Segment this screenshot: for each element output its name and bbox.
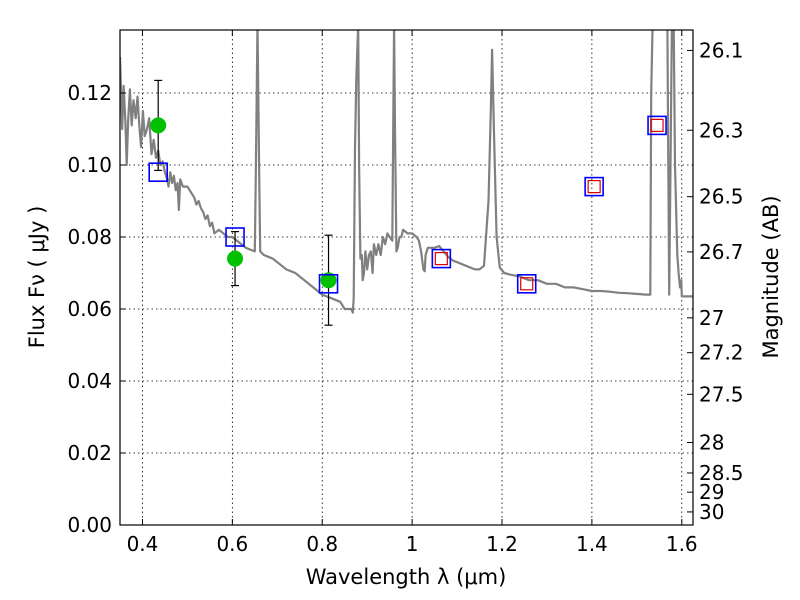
- x-tick-label: 1.4: [576, 532, 608, 556]
- magnitude-tick-label: 27.5: [699, 382, 744, 406]
- plot-frame: [119, 29, 694, 526]
- observed-flux-point: [150, 117, 167, 134]
- magnitude-tick-label: 30: [699, 500, 724, 524]
- x-tick-label: 0.6: [216, 532, 248, 556]
- x-tick-label: 0.8: [306, 532, 338, 556]
- x-axis-label: Wavelength λ (μm): [306, 565, 507, 589]
- model-spectrum-layer: [120, 30, 693, 314]
- x-axis-ticks: 0.4 0.6 0.8 1 1.2 1.4 1.6: [127, 30, 698, 556]
- model-spectrum-line: [120, 30, 693, 314]
- model-flux-square: [516, 273, 537, 294]
- magnitude-tick-label: 28.5: [699, 461, 744, 485]
- y-axis-label: Flux Fν ( μJy ): [25, 206, 49, 349]
- x-tick-label: 1.6: [666, 532, 698, 556]
- y-axis-ticks: 0.00 0.02 0.04 0.06 0.08 0.10 0.12: [67, 81, 126, 537]
- observed-flux-point: [320, 272, 337, 289]
- magnitude-tick-label: 29: [699, 480, 724, 504]
- x-tick-label: 1: [406, 532, 419, 556]
- model-flux-square: [225, 227, 245, 247]
- y-tick-label: 0.02: [67, 441, 112, 465]
- magnitude-tick-label: 26.7: [699, 240, 744, 264]
- synthetic-flux-square: [520, 277, 534, 291]
- synthetic-flux-square: [650, 118, 664, 133]
- y-tick-label: 0.06: [67, 297, 112, 321]
- y-tick-label: 0.08: [67, 225, 112, 249]
- model-flux-square: [584, 176, 604, 197]
- synthetic-flux-square: [434, 252, 448, 266]
- markers-layer: [148, 79, 667, 326]
- model-flux-square: [647, 115, 667, 136]
- magnitude-tick-label: 26.3: [699, 118, 744, 142]
- y-tick-label: 0.00: [67, 513, 112, 537]
- x-tick-label: 1.2: [486, 532, 518, 556]
- magnitude-tick-label: 28: [699, 431, 724, 455]
- model-flux-square: [318, 273, 339, 294]
- magnitude-tick-label: 26.1: [699, 38, 744, 62]
- magnitude-tick-label: 27.2: [699, 341, 744, 365]
- magnitude-axis-label: Magnitude (AB): [759, 195, 783, 358]
- synthetic-flux-square: [587, 180, 601, 194]
- y-tick-label: 0.04: [67, 369, 112, 393]
- y-tick-label: 0.10: [67, 153, 112, 177]
- model-flux-square: [148, 162, 168, 182]
- model-flux-square: [431, 248, 452, 269]
- plot-background: [120, 30, 693, 525]
- y-tick-label: 0.12: [67, 81, 112, 105]
- magnitude-tick-label: 26.5: [699, 185, 744, 209]
- observed-flux-point: [227, 250, 244, 267]
- magnitude-tick-label: 27: [699, 306, 724, 330]
- x-tick-label: 0.4: [127, 532, 159, 556]
